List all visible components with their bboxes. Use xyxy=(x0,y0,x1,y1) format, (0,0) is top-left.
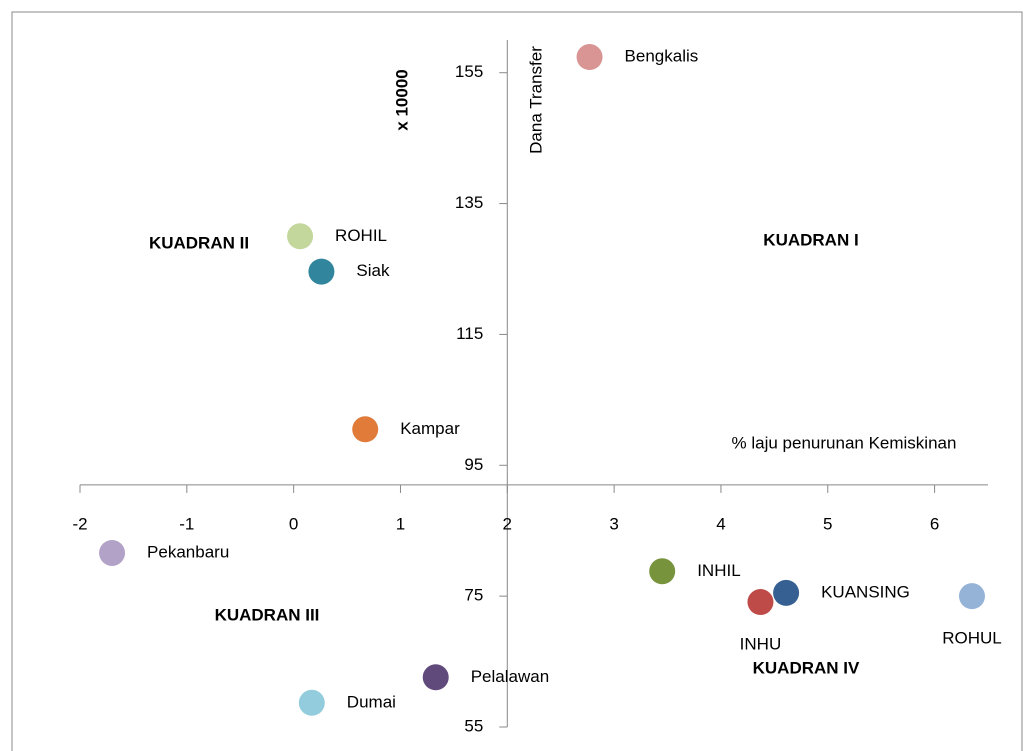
x-tick-label: 1 xyxy=(396,514,405,533)
point xyxy=(298,689,325,716)
y-tick-label: 55 xyxy=(464,716,483,735)
point xyxy=(99,539,126,566)
y-axis-title: Dana Transfer xyxy=(526,46,545,154)
x-tick-label: 6 xyxy=(930,514,939,533)
point-label: INHU xyxy=(740,635,782,654)
y-tick-label: 75 xyxy=(464,586,483,605)
x-axis-title: % laju penurunan Kemiskinan xyxy=(732,433,957,452)
x-tick-label: 2 xyxy=(503,514,512,533)
point-label: Pekanbaru xyxy=(147,542,229,561)
x-tick-label: -2 xyxy=(72,514,87,533)
point-label: ROHIL xyxy=(335,226,387,245)
x-tick-label: 5 xyxy=(823,514,832,533)
x-tick-label: 3 xyxy=(609,514,618,533)
point-label: INHIL xyxy=(697,561,740,580)
y-tick-label: 135 xyxy=(455,193,483,212)
point-label: Siak xyxy=(356,261,390,280)
x-tick-label: 0 xyxy=(289,514,298,533)
point xyxy=(287,223,314,250)
point xyxy=(649,558,676,585)
x-tick-label: 4 xyxy=(716,514,725,533)
quadrant-label: KUADRAN IV xyxy=(753,658,860,677)
point-label: Bengkalis xyxy=(625,46,699,65)
point xyxy=(422,664,449,691)
quadrant-label: KUADRAN II xyxy=(149,233,249,252)
y-unit-label: x 10000 xyxy=(392,69,411,130)
point xyxy=(352,416,379,443)
x-tick-label: -1 xyxy=(179,514,194,533)
point xyxy=(773,579,800,606)
y-tick-label: 115 xyxy=(456,324,483,343)
point-label: ROHUL xyxy=(942,629,1002,648)
quadrant-label: KUADRAN I xyxy=(763,230,858,249)
point-label: Dumai xyxy=(347,692,396,711)
point-label: Kampar xyxy=(400,419,460,438)
point xyxy=(747,589,774,616)
point xyxy=(308,258,335,285)
y-tick-label: 155 xyxy=(455,62,483,81)
point-label: KUANSING xyxy=(821,582,910,601)
point xyxy=(576,44,603,71)
y-tick-label: 95 xyxy=(464,455,483,474)
chart-border xyxy=(11,11,1023,751)
quadrant-label: KUADRAN III xyxy=(215,605,320,624)
point-label: Pelalawan xyxy=(471,667,549,686)
point xyxy=(958,583,985,610)
